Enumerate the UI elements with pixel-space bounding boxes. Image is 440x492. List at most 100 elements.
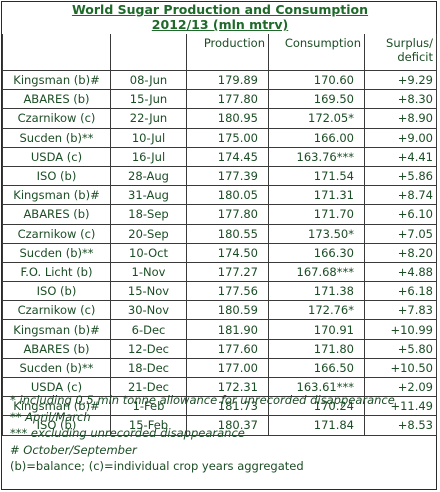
production-cell: 177.39	[186, 165, 269, 187]
consumption-cell: 166.50	[268, 357, 365, 379]
source-column-header	[2, 34, 111, 71]
production-cell: 180.37	[186, 415, 269, 436]
consumption-cell: 171.70	[268, 204, 365, 225]
document-title: World Sugar Production and Consumption	[71, 2, 369, 17]
production-cell: 181.73	[186, 396, 269, 417]
source-cell: ABARES (b)	[2, 204, 111, 225]
surplus-cell: +4.41	[364, 146, 437, 167]
surplus-cell: +7.05	[364, 223, 437, 244]
source-cell: Sucden (b)**	[2, 357, 111, 379]
table-row: ISO (b) 28-Aug 177.39 171.54 +5.86	[2, 165, 437, 187]
date-cell: 20-Sep	[110, 223, 187, 244]
date-cell: 08-Jun	[110, 69, 187, 91]
table-row: Czarnikow (c) 20-Sep 180.55 173.50* +7.05	[2, 223, 437, 244]
table-header-row: Production Consumption Surplus/ deficit	[2, 34, 437, 71]
surplus-header-line2: deficit	[397, 50, 433, 64]
table-row: ISO (b) 15-Feb 180.37 171.84 +8.53	[2, 415, 437, 436]
source-cell: ISO (b)	[2, 415, 111, 436]
source-cell: Kingsman (b)#	[2, 69, 111, 91]
source-cell: USDA (c)	[2, 146, 111, 167]
consumption-column-header: Consumption	[268, 34, 365, 71]
date-cell: 16-Jul	[110, 146, 187, 167]
date-cell: 10-Oct	[110, 242, 187, 263]
surplus-cell: +5.80	[364, 338, 437, 359]
consumption-cell: 166.00	[268, 127, 365, 148]
document-subtitle: 2012/13 (mln mtrv)	[151, 17, 289, 32]
table-row: USDA (c) 21-Dec 172.31 163.61*** +2.09	[2, 376, 437, 398]
date-cell: 22-Jun	[110, 108, 187, 129]
source-cell: Kingsman (b)#	[2, 319, 111, 340]
source-cell: Czarnikow (c)	[2, 300, 111, 321]
surplus-cell: +8.20	[364, 242, 437, 263]
production-cell: 177.00	[186, 357, 269, 379]
source-cell: USDA (c)	[2, 376, 111, 398]
date-cell: 18-Sep	[110, 204, 187, 225]
date-cell: 10-Jul	[110, 127, 187, 148]
date-cell: 31-Aug	[110, 185, 187, 206]
production-cell: 177.56	[186, 281, 269, 302]
production-column-header: Production	[186, 34, 269, 71]
date-cell: 21-Dec	[110, 376, 187, 398]
table-row: Kingsman (b)# 08-Jun 179.89 170.60 +9.29	[2, 69, 437, 91]
table-row: ABARES (b) 12-Dec 177.60 171.80 +5.80	[2, 338, 437, 359]
date-cell: 28-Aug	[110, 165, 187, 187]
footnote-4: # October/September	[10, 442, 137, 457]
production-cell: 175.00	[186, 127, 269, 148]
consumption-cell: 167.68***	[268, 261, 365, 283]
production-cell: 177.27	[186, 261, 269, 283]
footnote-5: (b)=balance; (c)=individual crop years a…	[10, 459, 304, 474]
surplus-cell: +8.53	[364, 415, 437, 436]
date-cell: 6-Dec	[110, 319, 187, 340]
consumption-cell: 173.50*	[268, 223, 365, 244]
source-cell: ABARES (b)	[2, 89, 111, 110]
surplus-cell: +8.30	[364, 89, 437, 110]
sugar-balance-table: Production Consumption Surplus/ deficit …	[2, 34, 437, 436]
surplus-cell: +2.09	[364, 376, 437, 398]
source-cell: ISO (b)	[2, 281, 111, 302]
table-row: F.O. Licht (b) 1-Nov 177.27 167.68*** +4.88	[2, 261, 437, 283]
source-cell: F.O. Licht (b)	[2, 261, 111, 283]
source-cell: Sucden (b)**	[2, 127, 111, 148]
surplus-cell: +11.49	[364, 396, 437, 417]
surplus-cell: +6.10	[364, 204, 437, 225]
date-column-header	[110, 34, 187, 71]
production-cell: 177.80	[186, 204, 269, 225]
consumption-cell: 171.31	[268, 185, 365, 206]
date-cell: 1-Feb	[110, 396, 187, 417]
table-row: ABARES (b) 15-Jun 177.80 169.50 +8.30	[2, 89, 437, 110]
date-cell: 18-Dec	[110, 357, 187, 379]
consumption-cell: 170.60	[268, 69, 365, 91]
consumption-cell: 171.84	[268, 415, 365, 436]
table-row: ABARES (b) 18-Sep 177.80 171.70 +6.10	[2, 204, 437, 225]
surplus-column-header: Surplus/ deficit	[364, 34, 437, 71]
consumption-cell: 170.91	[268, 319, 365, 340]
surplus-cell: +6.18	[364, 281, 437, 302]
consumption-cell: 171.80	[268, 338, 365, 359]
footnotes: * including 0.5 mln tonne allowance for …	[10, 392, 395, 475]
surplus-cell: +5.86	[364, 165, 437, 187]
consumption-cell: 169.50	[268, 89, 365, 110]
production-cell: 177.80	[186, 89, 269, 110]
surplus-cell: +9.29	[364, 69, 437, 91]
consumption-cell: 172.76*	[268, 300, 365, 321]
footnote-3: *** excluding unrecorded disappearance	[10, 426, 245, 441]
production-cell: 180.95	[186, 108, 269, 129]
production-cell: 181.90	[186, 319, 269, 340]
date-cell: 15-Feb	[110, 415, 187, 436]
table-row: Sucden (b)** 10-Oct 174.50 166.30 +8.20	[2, 242, 437, 263]
production-cell: 177.60	[186, 338, 269, 359]
source-cell: Czarnikow (c)	[2, 223, 111, 244]
surplus-header-line1: Surplus/	[386, 36, 433, 50]
source-cell: ISO (b)	[2, 165, 111, 187]
date-cell: 1-Nov	[110, 261, 187, 283]
date-cell: 15-Jun	[110, 89, 187, 110]
table-row: Sucden (b)** 10-Jul 175.00 166.00 +9.00	[2, 127, 437, 148]
surplus-cell: +8.90	[364, 108, 437, 129]
consumption-cell: 166.30	[268, 242, 365, 263]
table-row: Kingsman (b)# 31-Aug 180.05 171.31 +8.74	[2, 185, 437, 206]
consumption-cell: 171.38	[268, 281, 365, 302]
production-cell: 174.50	[186, 242, 269, 263]
production-cell: 180.59	[186, 300, 269, 321]
consumption-cell: 172.05*	[268, 108, 365, 129]
